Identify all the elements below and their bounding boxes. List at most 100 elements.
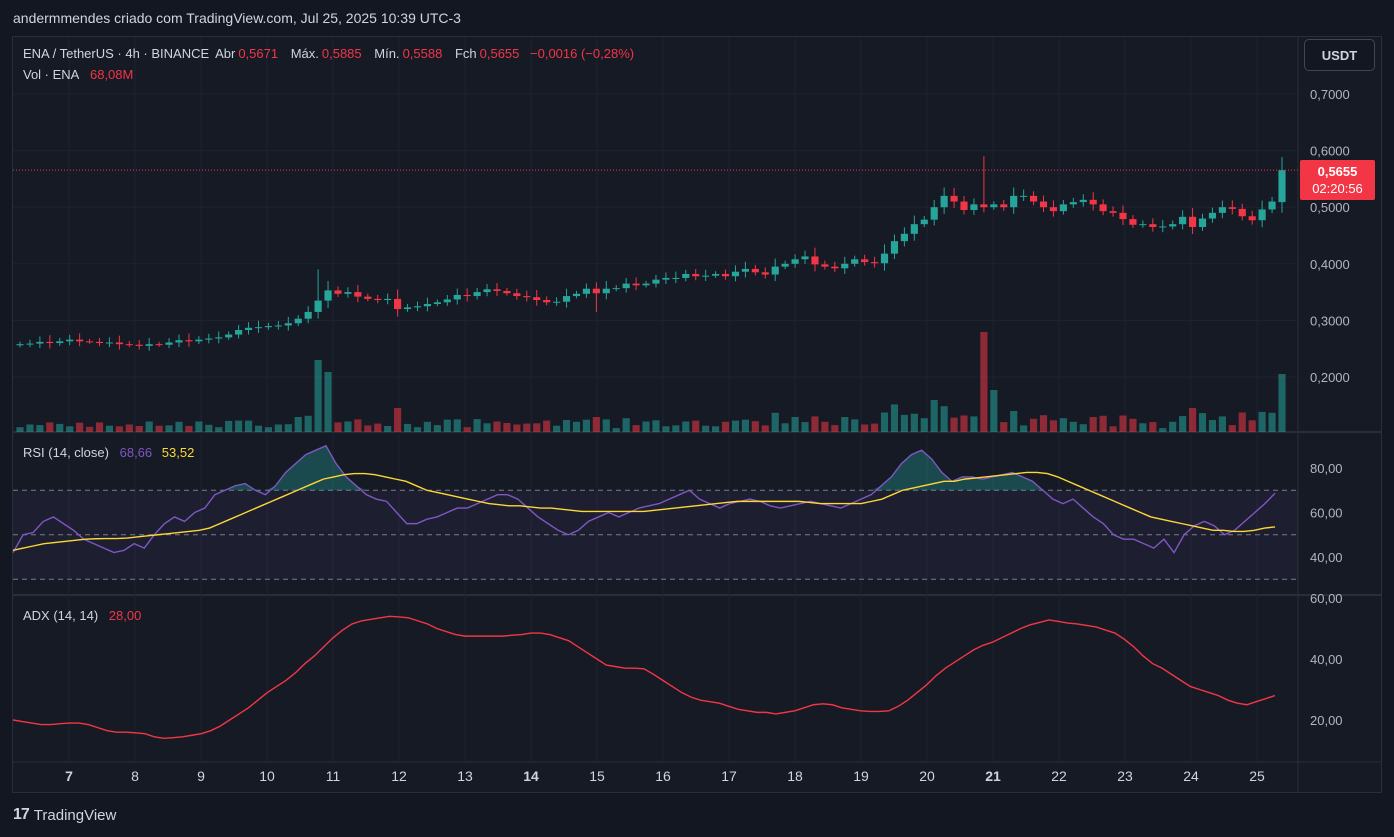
volume-bar (1089, 417, 1097, 432)
volume-bar (831, 425, 839, 432)
volume-bar (165, 425, 173, 432)
bar-countdown: 02:20:56 (1312, 181, 1363, 196)
volume-bar (443, 419, 451, 432)
volume-bar (890, 404, 899, 432)
currency-button[interactable]: USDT (1304, 39, 1375, 71)
candle-body (1149, 224, 1157, 228)
volume-bar (264, 427, 273, 432)
last-price-tag: 0,5655 02:20:56 (1300, 160, 1375, 200)
candle-body (632, 283, 640, 286)
volume-bar (1188, 408, 1197, 432)
adx-tick-label: 60,00 (1310, 591, 1343, 606)
volume-bar (1109, 426, 1117, 432)
volume-bar (1039, 415, 1048, 432)
candle-body (950, 195, 958, 202)
symbol-label[interactable]: ENA / TetherUS · 4h · BINANCE (23, 46, 210, 61)
time-tick-label: 24 (1183, 768, 1199, 784)
volume-bar (394, 408, 402, 432)
volume-bar (712, 426, 720, 432)
volume-bar (483, 423, 491, 432)
volume-bar (453, 419, 461, 432)
candle-body (453, 294, 461, 300)
rsi-value: 68,66 (119, 445, 153, 460)
candle-body (831, 266, 839, 269)
price-tick-label: 0,2000 (1310, 370, 1350, 385)
volume-bar (493, 421, 501, 432)
volume-bar (185, 426, 193, 432)
volume-bar (900, 414, 908, 432)
candle-body (910, 224, 918, 234)
candle-body (1059, 204, 1067, 212)
candle-body (493, 289, 501, 291)
volume-bar (36, 425, 44, 432)
candle-body (125, 344, 133, 346)
rsi-legend: RSI (14, close) 68,66 53,52 (23, 445, 197, 460)
volume-bar (1179, 416, 1187, 432)
volume-bars (16, 332, 1286, 432)
tradingview-logo: 17 TradingView (13, 806, 116, 824)
volume-bar (215, 427, 223, 432)
candle-body (890, 241, 899, 254)
candle-body (930, 207, 938, 220)
candle-body (900, 233, 908, 242)
candle-body (861, 259, 869, 263)
time-tick-label: 12 (391, 768, 407, 784)
volume-bar (115, 426, 123, 432)
volume-bar (662, 426, 670, 432)
candle-body (791, 259, 799, 264)
candle-body (980, 204, 988, 208)
candle-body (1258, 209, 1266, 221)
candle-body (1169, 224, 1177, 227)
candle-body (602, 288, 610, 294)
volume-bar (721, 421, 730, 432)
candle-body (920, 219, 928, 225)
high-value: 0,5885 (321, 46, 362, 61)
candle-body (712, 273, 720, 276)
time-tick-label: 16 (655, 768, 671, 784)
chart-caption: andermmendes criado com TradingView.com,… (13, 10, 461, 26)
price-tick-label: 0,5000 (1310, 200, 1350, 215)
volume-bar (751, 421, 759, 432)
volume-bar (1238, 412, 1246, 432)
volume-bar (930, 400, 938, 432)
candle-body (572, 293, 581, 297)
rsi-pane (12, 444, 1298, 580)
volume-bar (16, 427, 24, 432)
grid-lines (13, 36, 1381, 792)
candle-body (1049, 207, 1058, 212)
candle-body (652, 279, 660, 284)
volume-bar (155, 425, 163, 432)
volume-bar (294, 417, 302, 432)
close-value: 0,5655 (479, 46, 520, 61)
candle-body (612, 288, 620, 290)
candle-body (1109, 211, 1117, 213)
candle-body (592, 288, 600, 294)
volume-bar (523, 423, 531, 432)
low-label: Mín. (374, 46, 400, 61)
candle-body (433, 302, 441, 304)
candle-body (85, 341, 94, 343)
candle-body (225, 334, 233, 338)
candle-body (513, 293, 521, 297)
volume-bar (880, 412, 889, 432)
rsi-tick-label: 60,00 (1310, 506, 1343, 521)
volume-value: 68,08M (89, 67, 134, 82)
candle-body (1129, 219, 1137, 225)
adx-line (12, 615, 1276, 740)
volume-bar (1228, 425, 1236, 432)
volume-bar (682, 421, 690, 432)
candle-body (274, 325, 282, 327)
candle-body (662, 277, 670, 280)
candle-body (384, 298, 392, 301)
high-label: Máx. (290, 46, 319, 61)
volume-bar (811, 416, 819, 432)
volume-bar (76, 422, 84, 432)
candle-body (185, 340, 193, 342)
candle-body (871, 262, 879, 264)
volume-label: Vol · ENA (23, 67, 80, 82)
volume-bar (652, 420, 660, 432)
volume-bar (1000, 422, 1008, 432)
volume-bar (990, 390, 998, 432)
volume-bar (612, 428, 620, 432)
